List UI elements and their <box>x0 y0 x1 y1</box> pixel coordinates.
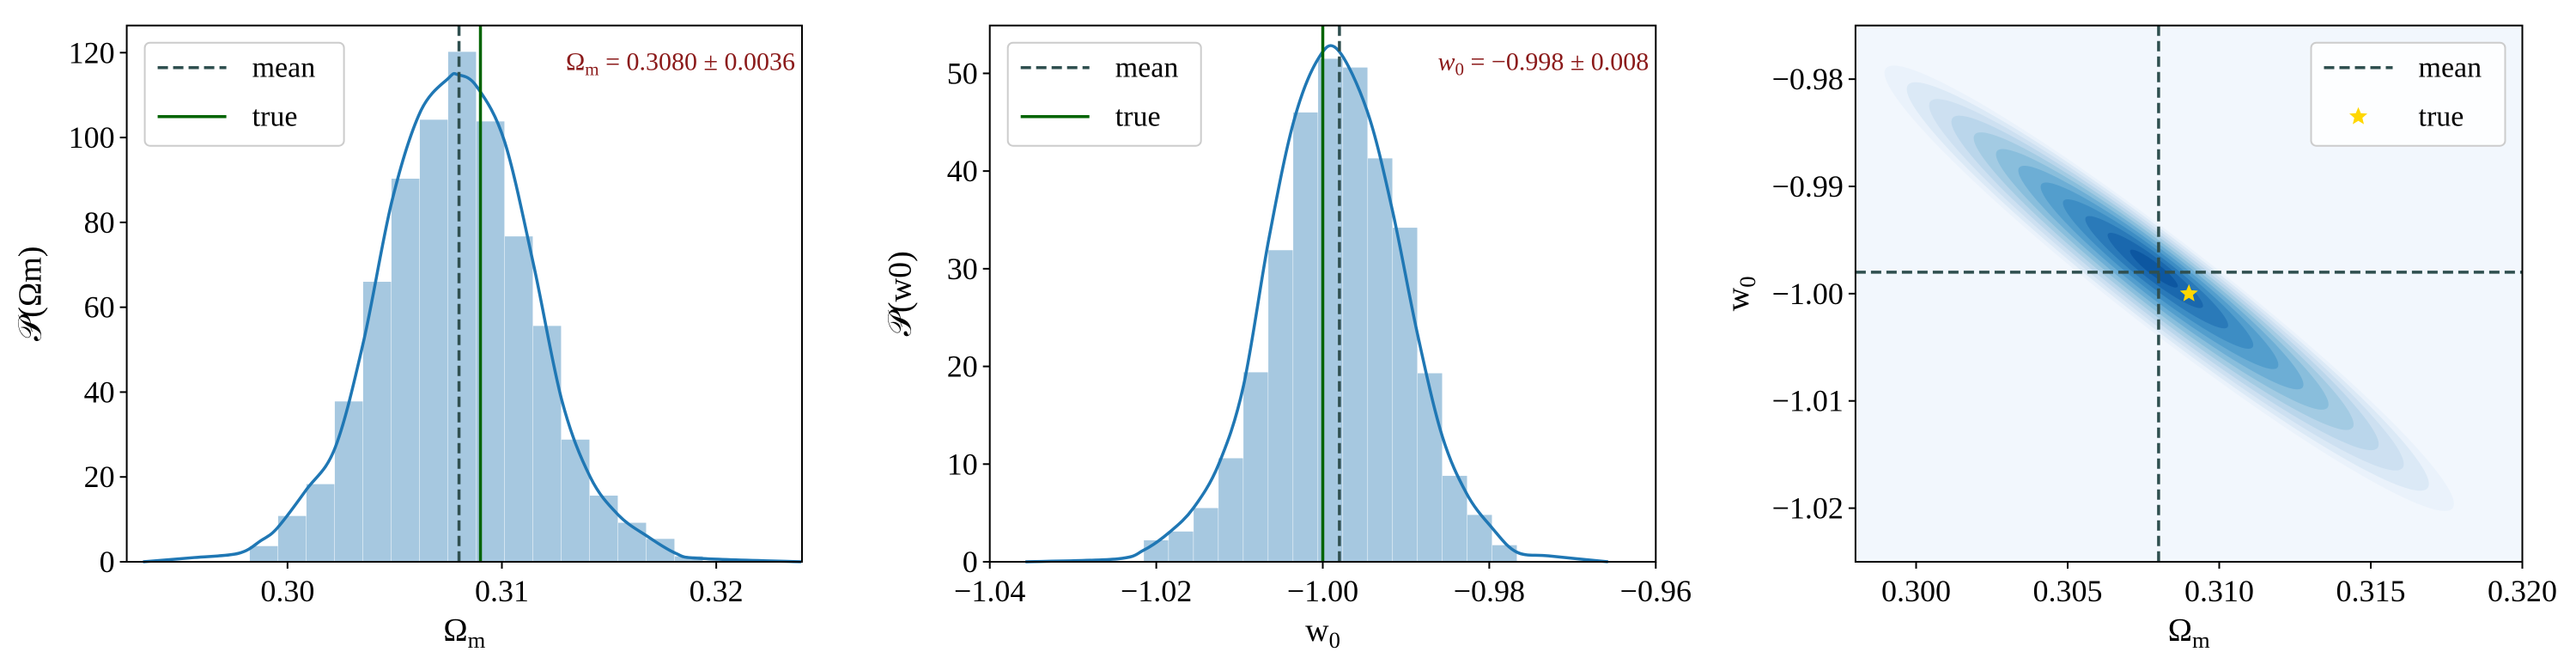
histogram-bar <box>1492 545 1517 562</box>
x-tick-label: −0.98 <box>1454 574 1525 608</box>
histogram-bar <box>447 52 477 562</box>
stats-annotation: Ωm = 0.3080 ± 0.0036 <box>566 48 795 80</box>
legend-true-label: true <box>252 101 298 133</box>
x-tick-label: 0.315 <box>2336 574 2406 608</box>
histogram-bar <box>391 179 420 563</box>
y-tick-label: 20 <box>947 350 978 384</box>
histogram-bar <box>532 326 562 562</box>
axes-frame <box>1854 24 2524 563</box>
y-tick-label: 40 <box>947 154 978 188</box>
histogram-bar <box>419 119 448 562</box>
histogram-bar <box>1443 475 1467 562</box>
y-tick-label: 80 <box>84 205 115 240</box>
histogram-bar <box>1268 250 1293 562</box>
histogram-bar <box>1393 228 1418 562</box>
y-axis-label-group: 𝒫(w0) <box>883 251 919 336</box>
legend-mean-label: mean <box>2419 52 2482 84</box>
histogram-bar <box>1368 158 1393 562</box>
histogram-bar <box>1194 508 1218 562</box>
y-tick-label: 20 <box>84 460 115 494</box>
panel-joint-contour: 0.300 0.305 0.310 0.315 0.320 −0.98 −0.99 −1.00… <box>1720 24 2557 653</box>
x-tick-label: −1.02 <box>1121 574 1192 608</box>
histogram-bar <box>561 439 590 562</box>
histogram-bar <box>249 545 278 562</box>
x-axis-label: Ωm <box>2168 612 2210 653</box>
true-value-star-icon <box>2179 283 2198 302</box>
histogram-bar <box>1293 112 1318 562</box>
panel-omega-m-histogram: 0.30 0.31 0.32 0 20 40 60 80 100 120 mean true Ωm = … <box>13 24 804 653</box>
histogram-bar <box>589 495 618 562</box>
histogram-bar <box>334 401 363 562</box>
density-contour-level <box>2129 249 2178 288</box>
x-tick-label: −0.96 <box>1620 574 1692 608</box>
histogram-bar <box>617 522 647 562</box>
axes-frame <box>125 24 804 563</box>
y-axis-label: 𝒫(Ωm) <box>13 247 49 342</box>
legend-true-label: true <box>1115 101 1161 133</box>
histogram-bar <box>1418 373 1443 562</box>
y-tick-label: 40 <box>84 375 115 409</box>
y-tick-label: 0 <box>100 545 115 579</box>
axes-frame <box>988 24 1657 563</box>
x-axis-label: Ωm <box>443 612 485 653</box>
x-tick-label: 0.305 <box>2033 574 2103 608</box>
kde-curve <box>1025 44 1608 564</box>
histogram-bar <box>306 484 335 562</box>
y-axis-label-group: 𝒫(Ωm) <box>13 247 49 342</box>
y-tick-label: 120 <box>69 35 115 70</box>
x-tick-label: −1.00 <box>1287 574 1358 608</box>
y-tick-label: 50 <box>947 56 978 90</box>
y-axis-label: w0 <box>1720 276 1760 311</box>
legend-true-label: true <box>2419 101 2464 133</box>
legend-mean-label: mean <box>252 52 316 84</box>
y-tick-label: 10 <box>947 447 978 481</box>
y-tick-label: 30 <box>947 252 978 286</box>
y-tick-label: 60 <box>84 290 115 325</box>
y-tick-label: −1.00 <box>1772 277 1844 311</box>
legend-true-star-icon <box>2349 107 2367 125</box>
legend: mean true <box>143 41 345 147</box>
x-tick-label: 0.30 <box>260 574 314 608</box>
y-axis-label-group: w0 <box>1720 276 1760 311</box>
y-axis-label: 𝒫(w0) <box>883 251 919 336</box>
x-tick-label: 0.310 <box>2184 574 2254 608</box>
x-tick-label: 0.32 <box>690 574 744 608</box>
x-tick-label: 0.320 <box>2488 574 2557 608</box>
y-tick-label: 0 <box>963 545 978 579</box>
x-tick-label: 0.31 <box>475 574 529 608</box>
x-axis-label: w0 <box>1305 612 1340 653</box>
y-tick-label: −0.99 <box>1772 169 1844 204</box>
x-tick-label: −1.04 <box>954 574 1025 608</box>
histogram-bar <box>1169 531 1194 562</box>
legend: mean true <box>2310 41 2506 147</box>
y-tick-label: −1.01 <box>1772 384 1844 418</box>
x-tick-label: 0.300 <box>1881 574 1951 608</box>
legend-mean-label: mean <box>1115 52 1179 84</box>
kde-curve <box>143 71 802 564</box>
histogram-bar <box>504 236 533 562</box>
stats-annotation: w0 = −0.998 ± 0.008 <box>1437 48 1649 80</box>
histogram-bar <box>1243 372 1268 562</box>
y-tick-label: 100 <box>69 120 115 155</box>
panel-w0-histogram: −1.04 −1.02 −1.00 −0.98 −0.96 0 10 20 30 40 50 mean… <box>883 24 1692 653</box>
y-tick-label: −0.98 <box>1772 62 1844 96</box>
y-tick-label: −1.02 <box>1772 491 1844 526</box>
histogram-bar <box>1218 458 1243 562</box>
histogram-bar <box>1343 67 1368 562</box>
legend: mean true <box>1006 41 1202 147</box>
